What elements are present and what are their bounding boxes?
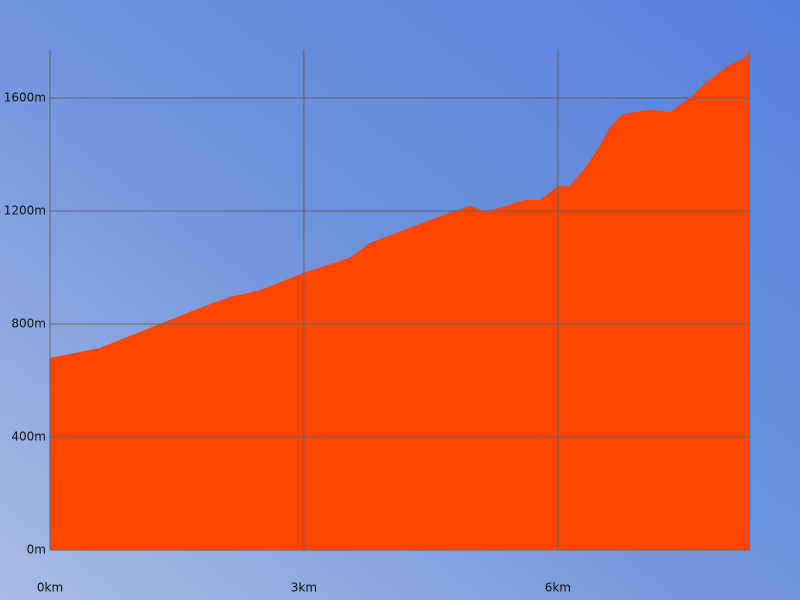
y-tick-label: 800m [11,317,46,331]
grid [49,50,750,551]
y-tick-label: 1200m [4,204,46,218]
y-tick-label: 0m [27,543,46,557]
x-tick-label: 3km [291,581,317,595]
x-tick-label: 6km [545,581,571,595]
labels: 0m 400m 800m 1200m 1600m 0km 3km 6km [4,91,571,595]
area [50,50,750,550]
x-tick-label: 0km [37,581,63,595]
marks [50,50,750,550]
y-tick-label: 1600m [4,91,46,105]
y-tick-label: 400m [11,430,46,444]
